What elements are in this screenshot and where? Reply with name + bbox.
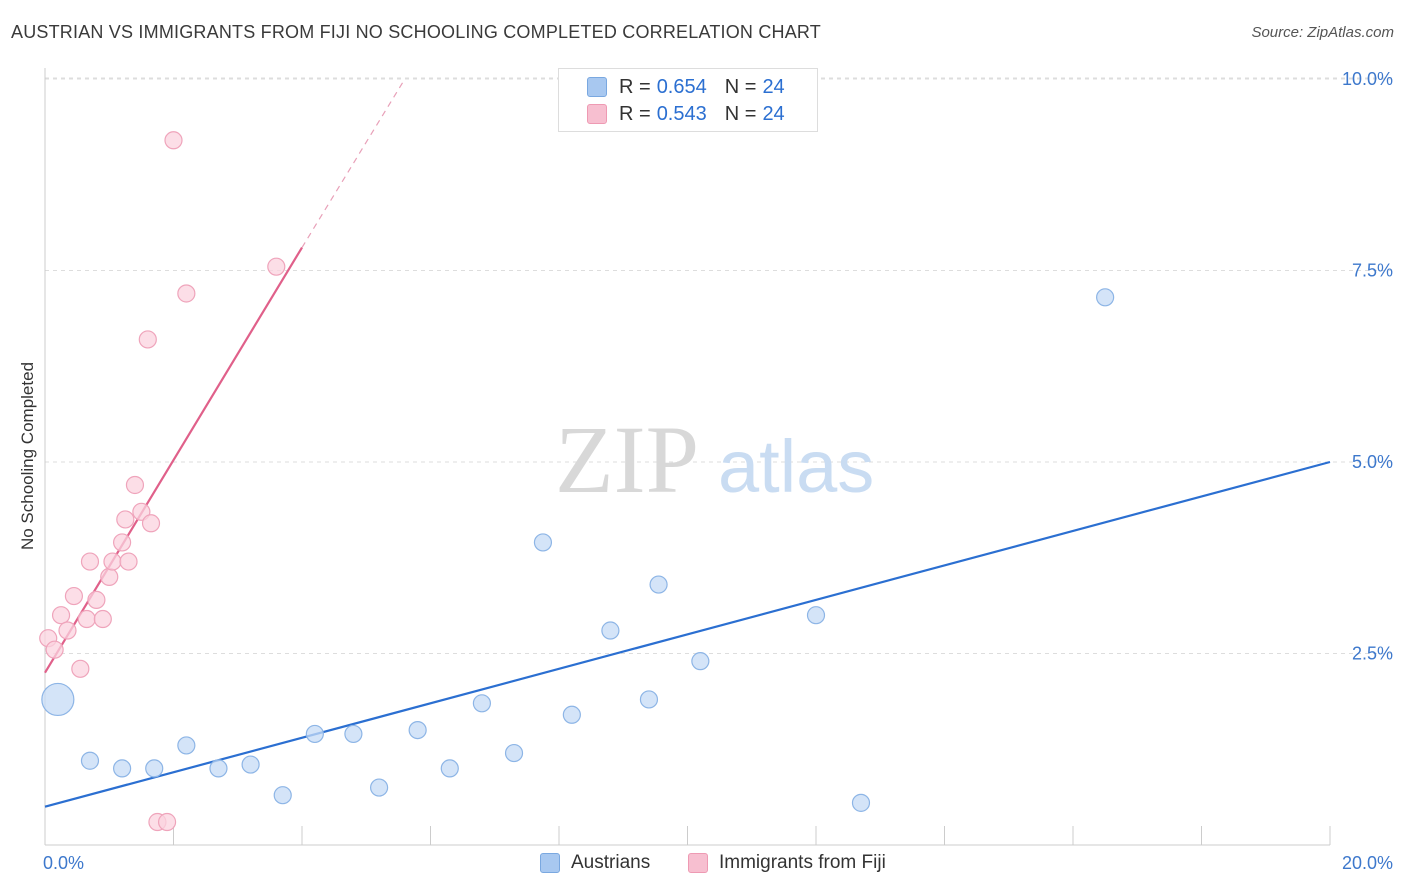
point-austrians (145, 759, 164, 778)
point-fiji (103, 552, 122, 571)
point-austrians (639, 690, 659, 709)
point-austrians (41, 682, 75, 717)
point-austrians (241, 755, 260, 774)
point-fiji (45, 640, 64, 659)
point-austrians (1096, 288, 1115, 307)
legend-swatch-blue (540, 853, 560, 873)
point-austrians (472, 694, 491, 713)
r-label: R = (619, 75, 651, 98)
point-fiji (138, 330, 157, 349)
point-fiji (125, 475, 145, 495)
n-label: N = (724, 102, 757, 125)
point-austrians (80, 751, 100, 770)
point-fiji (77, 609, 96, 629)
trend-line-austrians (44, 460, 1331, 808)
point-austrians (344, 724, 363, 744)
source-label: Source: ZipAtlas.com (1251, 24, 1394, 41)
point-austrians (562, 705, 581, 724)
point-austrians (112, 759, 132, 778)
point-austrians (601, 621, 620, 640)
legend-row-austrians: R = 0.654 N = 24 (587, 75, 785, 99)
point-fiji (51, 606, 71, 625)
point-austrians (408, 720, 427, 740)
legend-label: Austrians (571, 852, 651, 873)
point-fiji (141, 514, 161, 533)
point-austrians (851, 793, 871, 812)
r-value: 0.543 (656, 102, 707, 125)
point-austrians (691, 652, 710, 671)
point-fiji (112, 533, 132, 552)
point-austrians (504, 743, 524, 763)
gridlines (45, 77, 1392, 654)
x-tick-label-min: 0.0% (43, 853, 84, 873)
legend-item-fiji[interactable]: Immigrants from Fiji (688, 852, 886, 874)
legend-swatch-pink (587, 104, 607, 124)
point-fiji (177, 284, 196, 303)
watermark-atlas: atlas (718, 425, 874, 508)
point-austrians (440, 759, 459, 778)
point-austrians (370, 778, 389, 797)
legend-item-austrians[interactable]: Austrians (540, 852, 650, 874)
point-fiji (80, 552, 100, 571)
r-label: R = (619, 102, 651, 125)
point-fiji (119, 552, 138, 571)
y-tick-label: 10.0% (1342, 69, 1393, 89)
axes (44, 68, 1331, 846)
point-austrians (305, 724, 324, 744)
n-label: N = (724, 75, 757, 98)
point-fiji (267, 257, 286, 276)
trend-line-fiji (44, 246, 303, 674)
point-fiji (157, 812, 177, 832)
r-value: 0.654 (656, 75, 707, 98)
trend-line-extension (301, 78, 406, 248)
chart-title: AUSTRIAN VS IMMIGRANTS FROM FIJI NO SCHO… (11, 22, 822, 42)
watermark-zip: ZIP (555, 406, 699, 513)
y-tick-label: 2.5% (1352, 644, 1393, 664)
point-austrians (649, 575, 668, 594)
point-fiji (87, 590, 106, 609)
point-fiji (116, 510, 135, 529)
point-austrians (806, 606, 826, 625)
x-tick-label-max: 20.0% (1342, 853, 1393, 873)
point-fiji (64, 586, 84, 606)
n-value: 24 (762, 102, 785, 125)
point-fiji (58, 621, 77, 640)
tick-labels: 2.5% 5.0% 7.5% 10.0% 0.0% 20.0% (43, 69, 1393, 873)
point-fiji (93, 609, 112, 629)
point-austrians (533, 533, 553, 552)
watermark: ZIP atlas (555, 406, 874, 513)
y-tick-label: 7.5% (1352, 261, 1393, 281)
data-points (39, 131, 1115, 832)
point-austrians (273, 786, 292, 805)
legend-label: Immigrants from Fiji (719, 852, 886, 873)
legend-swatch-pink (688, 853, 708, 873)
point-austrians (209, 759, 228, 778)
legend-row-fiji: R = 0.543 N = 24 (587, 102, 785, 126)
y-tick-label: 5.0% (1352, 452, 1393, 472)
series-legend: Austrians Immigrants from Fiji (0, 852, 1406, 878)
point-fiji (100, 567, 119, 587)
point-austrians (177, 736, 196, 755)
point-fiji (164, 131, 183, 150)
legend-swatch-blue (587, 77, 607, 97)
correlation-legend: R = 0.654 N = 24 R = 0.543 N = 24 (558, 68, 818, 132)
n-value: 24 (762, 75, 785, 98)
point-fiji (71, 659, 90, 678)
